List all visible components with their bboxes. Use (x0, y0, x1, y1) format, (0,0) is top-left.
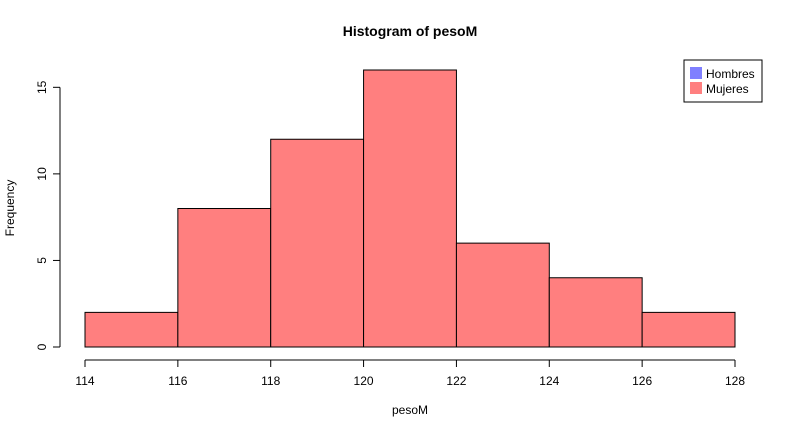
x-axis: 114 116 118 120 122 124 126 128 (75, 359, 745, 388)
y-axis-label: Frequency (3, 180, 17, 237)
y-tick-label-0: 0 (35, 343, 49, 350)
x-tick-label-120: 120 (354, 374, 374, 388)
legend: Hombres Mujeres (683, 59, 763, 103)
legend-swatch-mujeres (690, 82, 702, 94)
x-tick-label-116: 116 (168, 374, 187, 388)
y-tick-label-15: 15 (35, 80, 49, 94)
y-tick-label-10: 10 (35, 167, 49, 181)
histogram-bar-118-120 (270, 138, 365, 348)
x-tick-label-118: 118 (261, 374, 280, 388)
histogram-bar-124-126 (548, 277, 643, 348)
chart-title: Histogram of pesoM (343, 23, 478, 39)
histogram-bar-126-128 (641, 311, 736, 348)
histogram-bar-120-122 (363, 69, 457, 348)
x-tick-label-126: 126 (632, 374, 652, 388)
x-tick-label-114: 114 (75, 374, 94, 388)
x-tick-label-128: 128 (725, 374, 745, 388)
histogram-bar-114-116 (84, 311, 179, 348)
y-tick-label-5: 5 (35, 257, 49, 264)
x-tick-label-124: 124 (539, 374, 559, 388)
histogram-bar-122-124 (455, 242, 550, 348)
y-axis: 0 5 10 15 (35, 80, 61, 350)
bars-group (84, 69, 736, 348)
x-tick-label-122: 122 (446, 374, 466, 388)
legend-box (683, 59, 763, 103)
legend-label-mujeres: Mujeres (706, 82, 749, 96)
histogram-bar-116-118 (177, 208, 272, 348)
legend-label-hombres: Hombres (706, 67, 755, 81)
x-axis-label: pesoM (392, 403, 428, 417)
legend-swatch-hombres (690, 67, 702, 79)
